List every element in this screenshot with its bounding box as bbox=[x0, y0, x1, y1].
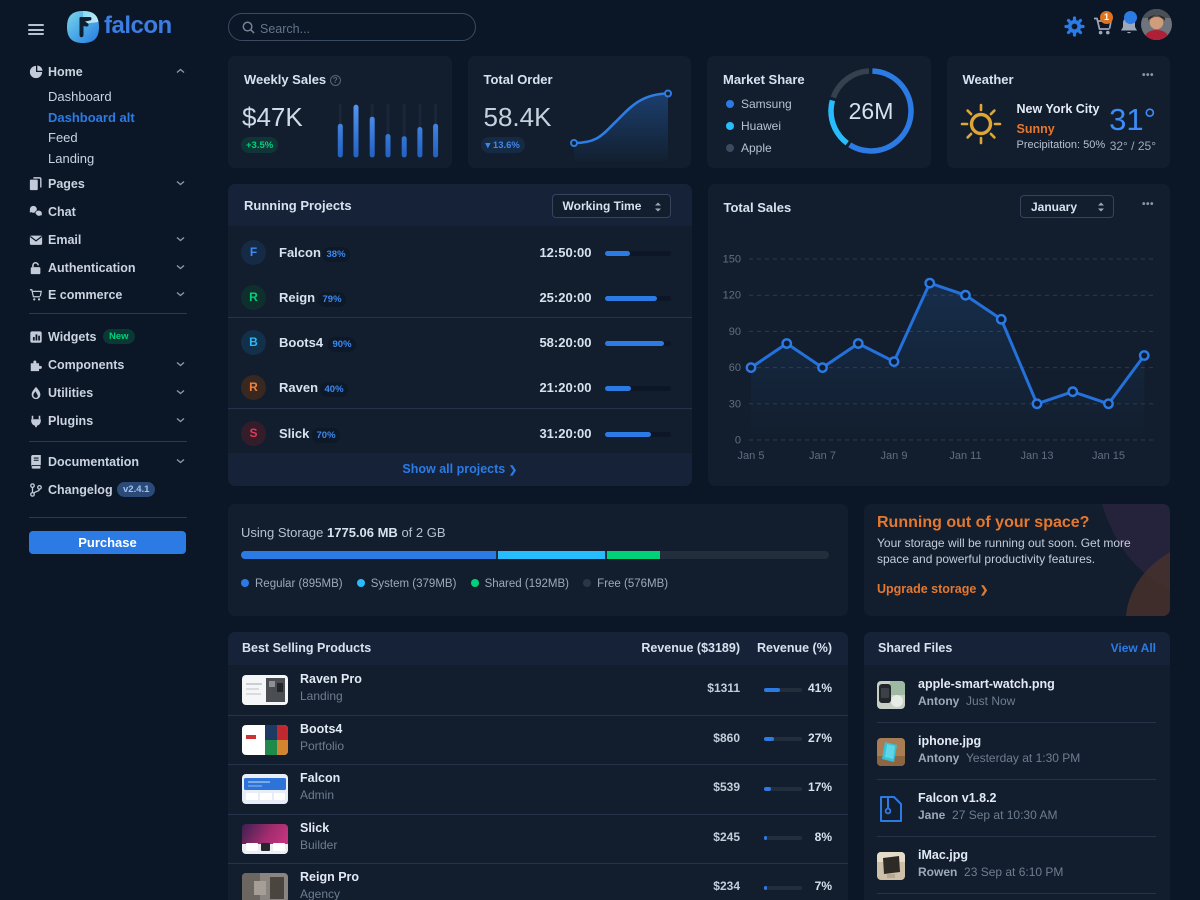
svg-text:0: 0 bbox=[734, 435, 740, 447]
svg-text:120: 120 bbox=[722, 290, 740, 302]
svg-text:Jan 11: Jan 11 bbox=[949, 450, 981, 462]
svg-text:60: 60 bbox=[728, 362, 740, 374]
svg-text:150: 150 bbox=[722, 254, 740, 266]
svg-text:Jan 15: Jan 15 bbox=[1091, 450, 1124, 462]
svg-text:Jan 13: Jan 13 bbox=[1020, 450, 1053, 462]
svg-text:Jan 5: Jan 5 bbox=[737, 450, 764, 462]
svg-text:90: 90 bbox=[728, 326, 740, 338]
svg-text:30: 30 bbox=[728, 398, 740, 410]
svg-text:26M: 26M bbox=[849, 98, 894, 124]
svg-text:Jan 9: Jan 9 bbox=[880, 450, 907, 462]
svg-text:Jan 7: Jan 7 bbox=[809, 450, 836, 462]
